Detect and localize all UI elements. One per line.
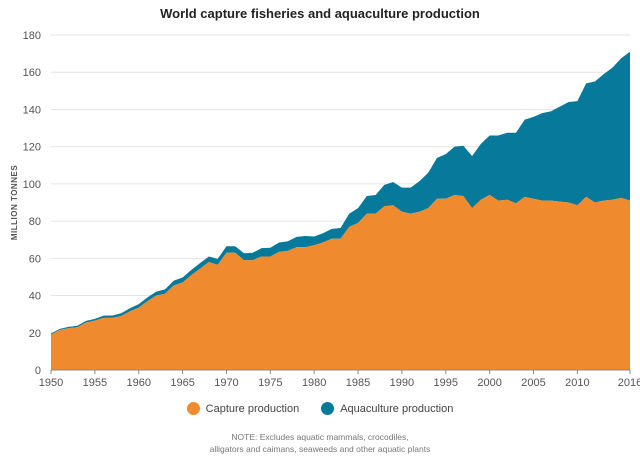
- x-tick-label-2005: 2005: [521, 377, 545, 389]
- x-tick-label-1955: 1955: [83, 377, 107, 389]
- x-tick-label-2016: 2016: [618, 377, 640, 389]
- x-tick-label-1950: 1950: [39, 377, 63, 389]
- y-tick-label-140: 140: [23, 104, 41, 116]
- x-tick-label-1990: 1990: [390, 377, 414, 389]
- y-tick-label-40: 40: [29, 291, 41, 303]
- x-tick-label-2010: 2010: [565, 377, 589, 389]
- x-tick-label-1970: 1970: [214, 377, 238, 389]
- y-tick-label-20: 20: [29, 328, 41, 340]
- series-area-aquaculture: [51, 51, 630, 335]
- legend-label-capture: Capture production: [205, 402, 300, 415]
- chart-note: NOTE: Excludes aquatic mammals, crocodil…: [0, 431, 640, 455]
- x-tick-label-1985: 1985: [346, 377, 370, 389]
- y-tick-label-100: 100: [23, 179, 41, 191]
- y-axis-title: MILLION TONNES: [10, 165, 19, 240]
- y-tick-label-120: 120: [23, 142, 41, 154]
- y-tick-label-160: 160: [23, 67, 41, 79]
- y-tick-label-80: 80: [29, 216, 41, 228]
- x-tick-label-2000: 2000: [477, 377, 501, 389]
- x-tick-label-1965: 1965: [170, 377, 194, 389]
- legend: Capture production Aquaculture productio…: [0, 402, 640, 415]
- chart-title: World capture fisheries and aquaculture …: [160, 6, 480, 21]
- x-tick-label-1995: 1995: [434, 377, 458, 389]
- y-tick-label-180: 180: [23, 30, 41, 42]
- x-tick-label-1980: 1980: [302, 377, 326, 389]
- note-line-2: alligators and caimans, seaweeds and oth…: [209, 444, 431, 454]
- legend-swatch-capture: [186, 402, 200, 415]
- legend-swatch-aquaculture: [321, 402, 335, 415]
- legend-label-aquaculture: Aquaculture production: [340, 402, 454, 415]
- x-tick-label-1960: 1960: [126, 377, 150, 389]
- y-tick-label-60: 60: [29, 253, 41, 265]
- series-area-capture: [51, 195, 630, 370]
- y-tick-label-0: 0: [35, 365, 41, 377]
- x-tick-label-1975: 1975: [258, 377, 282, 389]
- legend-item-aquaculture: Aquaculture production: [321, 402, 453, 415]
- note-line-1: NOTE: Excludes aquatic mammals, crocodil…: [231, 432, 409, 442]
- legend-item-capture: Capture production: [186, 402, 300, 415]
